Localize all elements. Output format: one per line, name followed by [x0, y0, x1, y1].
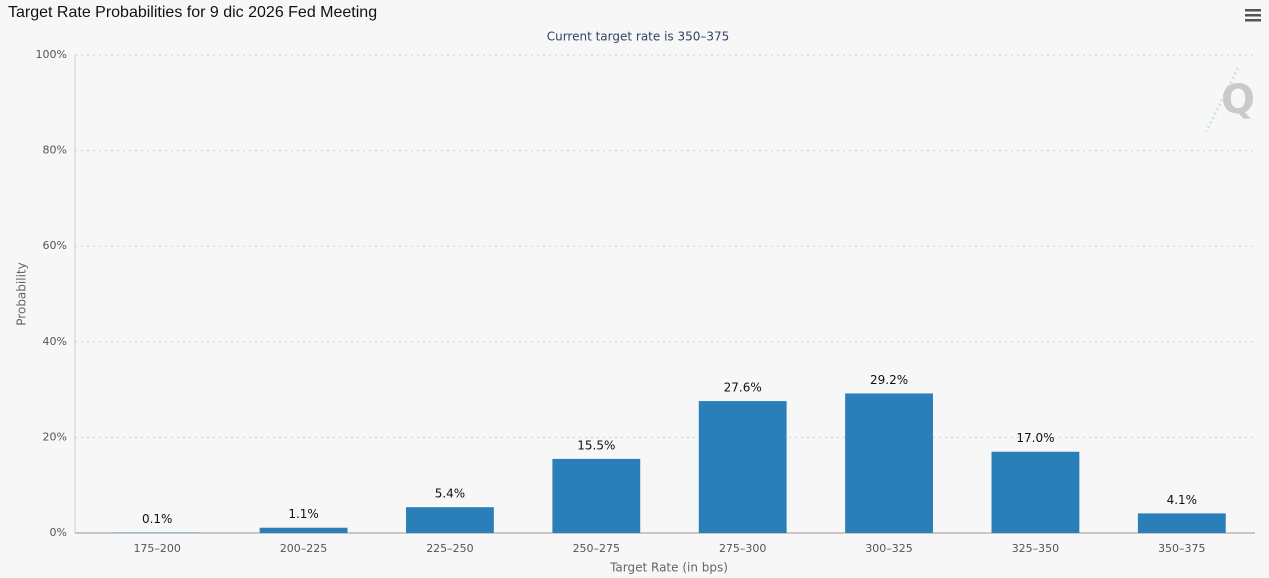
x-tick-label: 200–225 — [280, 542, 328, 555]
x-tick-label: 250–275 — [573, 542, 621, 555]
chart-subtitle: Current target rate is 350–375 — [547, 30, 730, 44]
bar — [845, 393, 933, 533]
y-tick-label: 100% — [36, 48, 67, 61]
x-tick-label: 275–300 — [719, 542, 767, 555]
x-tick-label: 325–350 — [1012, 542, 1060, 555]
y-tick-label: 20% — [43, 430, 67, 443]
value-label: 0.1% — [142, 512, 173, 526]
bar — [991, 451, 1080, 533]
value-label: 27.6% — [724, 381, 762, 395]
chart-title: Target Rate Probabilities for 9 dic 2026… — [8, 4, 377, 21]
watermark-stripe — [1204, 67, 1240, 133]
x-axis-title: Target Rate (in bps) — [609, 561, 728, 575]
bar — [1137, 513, 1226, 533]
x-tick-label: 225–250 — [426, 542, 474, 555]
x-tick-label: 350–375 — [1158, 542, 1206, 555]
menu-bar — [1245, 19, 1261, 22]
y-tick-label: 60% — [43, 239, 67, 252]
bar — [552, 458, 641, 533]
bar — [698, 401, 787, 533]
y-tick-label: 80% — [43, 144, 67, 157]
menu-button[interactable] — [1245, 9, 1261, 22]
y-tick-label: 40% — [43, 335, 67, 348]
y-tick-label: 0% — [50, 526, 67, 539]
bar — [406, 507, 494, 533]
value-label: 1.1% — [288, 507, 319, 521]
value-label: 29.2% — [870, 373, 908, 387]
x-tick-label: 175–200 — [133, 542, 181, 555]
y-axis-title: Probability — [15, 262, 29, 325]
menu-bar — [1245, 9, 1261, 12]
value-label: 15.5% — [577, 438, 615, 452]
value-label: 17.0% — [1016, 431, 1054, 445]
watermark-letter: Q — [1221, 77, 1255, 123]
value-label: 4.1% — [1167, 493, 1198, 507]
x-tick-label: 300–325 — [865, 542, 913, 555]
watermark: Q — [1204, 67, 1255, 133]
bar — [259, 527, 348, 533]
menu-bar — [1245, 14, 1261, 17]
value-label: 5.4% — [435, 487, 466, 501]
